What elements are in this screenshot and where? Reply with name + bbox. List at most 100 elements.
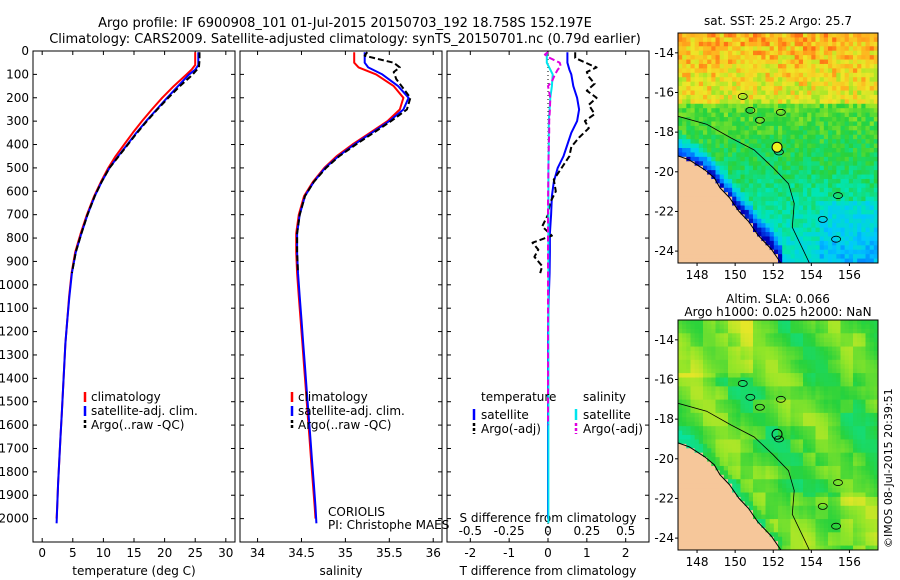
- map-cell: [844, 99, 850, 105]
- map-cell: [707, 501, 712, 507]
- map-cell: [803, 545, 808, 550]
- map-cell: [753, 50, 758, 56]
- map-cell: [786, 55, 791, 61]
- map-cell: [840, 368, 846, 374]
- map-cell: [728, 156, 733, 162]
- map-cell: [836, 519, 841, 524]
- legend-entry: satellite-adj. clim.: [91, 404, 198, 418]
- map-cell: [782, 386, 787, 392]
- map-cell: [823, 390, 829, 396]
- map-cell: [740, 496, 746, 502]
- map-cell: [761, 245, 766, 251]
- map-cell: [690, 435, 696, 440]
- map-cell: [803, 483, 808, 489]
- map-cell: [698, 435, 704, 440]
- map-cell: [736, 373, 741, 378]
- map-cell: [782, 364, 787, 370]
- map-cell: [844, 457, 850, 463]
- map-cell: [690, 143, 696, 149]
- map-cell: [761, 170, 766, 176]
- map-cell: [778, 505, 783, 511]
- map-cell: [698, 178, 704, 184]
- map-cell: [840, 174, 846, 180]
- map-cell: [853, 192, 858, 198]
- map-cell: [682, 218, 687, 224]
- map-cell: [678, 514, 683, 520]
- map-cell: [794, 320, 800, 325]
- map-cell: [836, 452, 841, 458]
- map-cell: [782, 72, 787, 78]
- map-cell: [769, 121, 775, 127]
- map-cell: [707, 170, 712, 176]
- map-cell: [723, 240, 729, 246]
- map-cell: [740, 514, 746, 520]
- map-cell: [757, 390, 762, 396]
- map-cell: [811, 156, 816, 162]
- map-cell: [711, 201, 716, 206]
- map-cell: [711, 532, 716, 538]
- map-cell: [678, 161, 683, 167]
- map-cell: [786, 426, 791, 432]
- map-cell: [744, 218, 750, 224]
- map-cell: [786, 209, 791, 215]
- map-cell: [803, 364, 808, 370]
- coastline: [678, 155, 782, 263]
- map-cell: [694, 364, 700, 370]
- map-cell: [803, 63, 808, 69]
- map-cell: [782, 214, 787, 220]
- map-cell: [803, 130, 808, 136]
- map-cell: [694, 214, 700, 220]
- reef-outline: [737, 93, 748, 100]
- map-cell: [678, 196, 683, 202]
- map-cell: [798, 541, 804, 547]
- map-cell: [686, 470, 691, 476]
- map-cell: [682, 381, 687, 387]
- map-cell: [782, 192, 787, 198]
- map-cell: [707, 523, 712, 529]
- map-cell: [723, 541, 729, 547]
- map-cell: [678, 390, 683, 396]
- map-cell: [819, 192, 825, 198]
- map-cell: [832, 364, 837, 370]
- map-cell: [686, 86, 691, 91]
- map-cell: [769, 488, 775, 493]
- map-cell: [678, 505, 683, 511]
- map-cell: [686, 541, 691, 547]
- map-cell: [744, 41, 750, 47]
- map-cell: [682, 156, 687, 162]
- map-cell: [694, 536, 700, 542]
- map-cell: [686, 258, 691, 263]
- map-cell: [748, 68, 754, 74]
- map-cell: [715, 236, 721, 242]
- map-cell: [765, 430, 771, 436]
- map-cell: [798, 426, 804, 432]
- map-cell: [828, 426, 833, 432]
- map-cell: [782, 205, 787, 211]
- map-cell: [682, 386, 687, 392]
- map-cell: [748, 461, 754, 467]
- map-cell: [873, 152, 878, 158]
- map-cell: [823, 46, 829, 52]
- map-cell: [690, 439, 696, 445]
- map-cell: [807, 117, 812, 122]
- map-cell: [828, 386, 833, 392]
- map-cell: [736, 59, 741, 65]
- map-cell: [719, 470, 725, 476]
- map-cell: [703, 112, 708, 118]
- map-cell: [732, 320, 737, 325]
- map-cell: [857, 196, 862, 202]
- map-cell: [778, 205, 783, 211]
- map-cell: [828, 236, 833, 242]
- map-cell: [773, 368, 779, 374]
- x-tick-label: 0: [38, 546, 46, 560]
- map-cell: [678, 532, 683, 538]
- map-cell: [873, 178, 878, 184]
- map-cell: [765, 532, 771, 538]
- map-cell: [753, 192, 758, 198]
- map-cell: [782, 373, 787, 378]
- map-cell: [765, 426, 771, 432]
- map-cell: [678, 377, 683, 383]
- map-cell: [798, 254, 804, 260]
- map-cell: [715, 209, 721, 215]
- map-cell: [828, 523, 833, 529]
